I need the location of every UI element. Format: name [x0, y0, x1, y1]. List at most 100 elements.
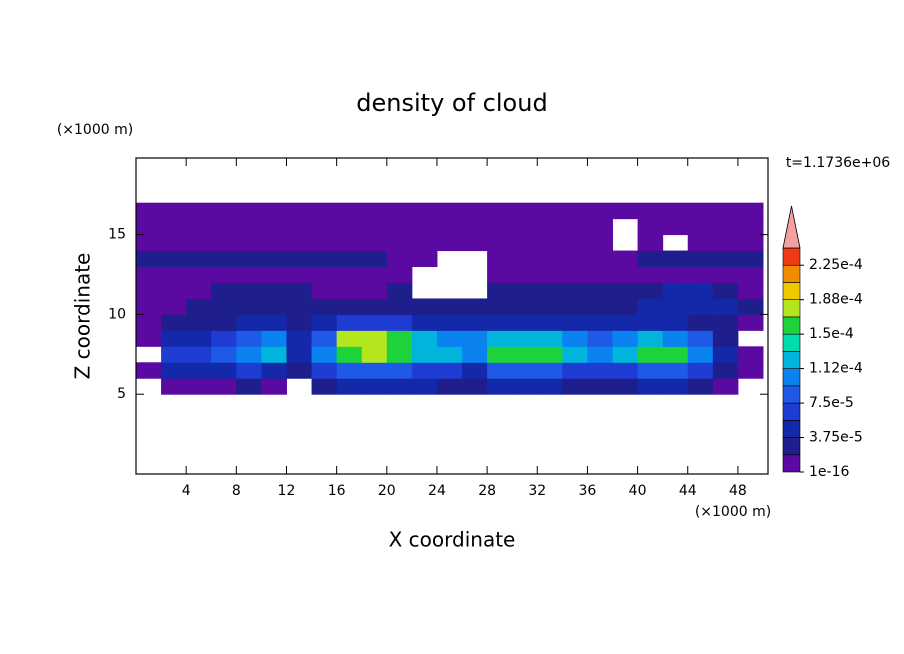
field-cell [136, 282, 162, 299]
field-cell [612, 330, 639, 347]
field-cell [211, 266, 237, 283]
field-cell [361, 298, 388, 315]
field-cell [211, 330, 237, 347]
field-cell [562, 330, 588, 347]
field-cell [361, 202, 388, 220]
plot-frame [135, 157, 769, 475]
field-cell [261, 362, 287, 379]
field-cell [436, 234, 463, 252]
field-cell [537, 266, 563, 283]
field-cell [587, 218, 614, 236]
field-cell [161, 362, 187, 379]
colorbar-band [782, 420, 801, 438]
field-cell [386, 378, 413, 395]
field-cell [737, 234, 764, 252]
field-cell [562, 378, 588, 395]
field-cell [737, 362, 764, 379]
field-cell [637, 250, 664, 268]
field-cell [386, 202, 413, 220]
field-cell [436, 378, 463, 395]
colorbar-band [782, 351, 801, 369]
field-cell [537, 282, 563, 299]
field [136, 202, 764, 395]
field-cell [386, 266, 413, 283]
field-cell [411, 362, 438, 379]
field-cell [687, 314, 714, 331]
field-cell [662, 362, 689, 379]
field-cell [512, 202, 538, 220]
field-cell [236, 250, 262, 268]
field-cell [637, 346, 664, 363]
field-cell [411, 202, 438, 220]
field-cell [136, 362, 162, 379]
field-cell [487, 378, 513, 395]
colorbar-band [782, 316, 801, 335]
field-cell [637, 266, 664, 283]
field-cell [436, 218, 463, 236]
field-cell [662, 282, 689, 299]
field-cell [411, 234, 438, 252]
field-cell [136, 266, 162, 283]
field-cell [562, 346, 588, 363]
field-cell [336, 298, 363, 315]
colorbar-tick-label: 1.88e-4 [809, 292, 863, 308]
colorbar-tick-label: 1e-16 [809, 464, 849, 480]
field-cell [662, 250, 689, 268]
field-cell [436, 298, 463, 315]
field-cell [311, 346, 338, 363]
field-cell [361, 282, 388, 299]
field-cell [662, 378, 689, 395]
field-cell [512, 378, 538, 395]
field-cell [436, 346, 463, 363]
field-cell [286, 314, 313, 331]
field-cell [161, 330, 187, 347]
field-cell [712, 234, 739, 252]
x-tick-label: 32 [528, 483, 546, 499]
field-cell [311, 234, 338, 252]
field-cell [637, 330, 664, 347]
field-cell [186, 298, 212, 315]
field-cell [512, 282, 538, 299]
colorbar-band [782, 437, 801, 456]
field-cell [487, 346, 513, 363]
field-cell [436, 362, 463, 379]
field-cell [637, 378, 664, 395]
field-cell [361, 218, 388, 236]
field-cell [687, 202, 714, 220]
field-cell [512, 346, 538, 363]
y-tick-label: 5 [117, 386, 126, 402]
field-cell [236, 298, 262, 315]
field-cell [136, 330, 162, 347]
field-cell [236, 266, 262, 283]
field-cell [311, 314, 338, 331]
field-cell [562, 250, 588, 268]
field-cell [336, 218, 363, 236]
field-cell [161, 266, 187, 283]
field-cell [261, 346, 287, 363]
field-cell [186, 314, 212, 331]
field-cell [211, 202, 237, 220]
field-cell [637, 202, 664, 220]
field-cell [186, 218, 212, 236]
field-cell [687, 346, 714, 363]
field-cell [361, 362, 388, 379]
field-cell [737, 202, 764, 220]
field-cell [211, 234, 237, 252]
field-cell [311, 250, 338, 268]
field-cell [537, 314, 563, 331]
field-cell [712, 346, 739, 363]
field-cell [462, 330, 488, 347]
field-cell [487, 250, 513, 268]
colorbar-band [782, 282, 801, 300]
field-cell [161, 234, 187, 252]
field-cell [587, 346, 614, 363]
chart-title: density of cloud [356, 89, 547, 117]
field-cell [336, 362, 363, 379]
field-cell [562, 202, 588, 220]
field-cell [161, 298, 187, 315]
field-cell [562, 362, 588, 379]
field-cell [687, 234, 714, 252]
field-cell [286, 362, 313, 379]
field-cell [687, 218, 714, 236]
field-cell [386, 314, 413, 331]
